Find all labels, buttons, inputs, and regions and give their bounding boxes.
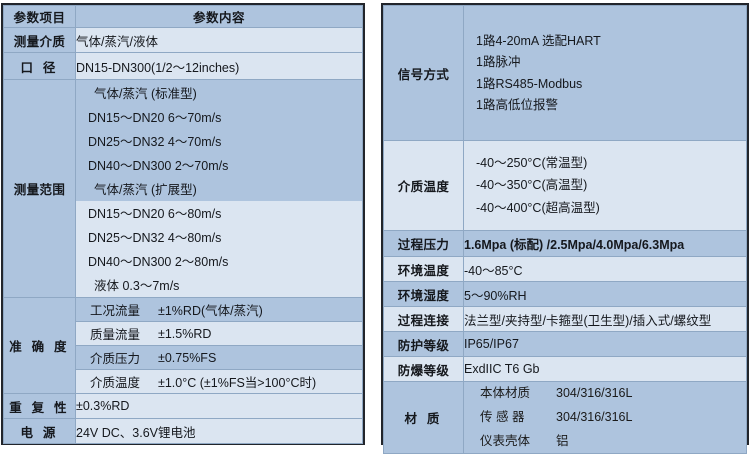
- table-row-protection-grade: 防护等级 IP65/IP67: [383, 331, 747, 357]
- accuracy-sub-row: 介质温度 ±1.0°C (±1%FS当>100°C时): [76, 370, 362, 393]
- row-label-repeatability: 重 复 性: [3, 393, 76, 419]
- range-line: DN15～DN20 6～70m/s: [76, 104, 362, 129]
- material-item-value: 304/316/316L: [556, 386, 633, 400]
- row-value-medium-temp: -40～250°C(常温型) -40～350°C(高温型) -40～400°C(超高…: [463, 140, 747, 231]
- row-value-repeatability: ±0.3%RD: [75, 393, 363, 419]
- row-label-ambient-humidity: 环境湿度: [383, 281, 464, 307]
- material-item-label: 传 感 器: [480, 409, 525, 424]
- material-row: 本体材质 304/316/316L: [464, 382, 746, 406]
- medium-temp-line-list: -40～250°C(常温型) -40～350°C(高温型) -40～400°C(超高…: [464, 141, 746, 230]
- row-value-ambient-temp: -40～85°C: [463, 256, 747, 282]
- table-row-range: 测量范围 气体/蒸汽 (标准型) DN15～DN20 6～70m/s DN25～DN…: [3, 79, 363, 298]
- right-spec-table: 信号方式 1路4-20mA 选配HART 1路脉冲 1路RS485-Modbus 1路…: [381, 3, 749, 454]
- table-row-accuracy: 准 确 度 工况流量 ±1%RD(气体/蒸汽) 质量流量 ±1.5%RD 介质压力 ±0.…: [3, 297, 363, 394]
- row-value-material: 本体材质 304/316/316L 传 感 器 304/316/316L 仪表壳体 铝: [463, 380, 747, 454]
- row-value-size: DN15-DN300(1/2～12inches): [75, 52, 363, 80]
- row-value-ambient-humidity: 5～90%RH: [463, 281, 747, 307]
- medium-temp-line: -40～400°C(超高温型): [476, 200, 600, 215]
- signal-line: 1路RS485-Modbus: [476, 76, 583, 91]
- material-item-label: 仪表壳体: [480, 433, 531, 448]
- range-line: 气体/蒸汽 (扩展型): [76, 176, 362, 201]
- range-line: DN25～DN32 4～70m/s: [76, 128, 362, 153]
- accuracy-item-label: 介质温度: [90, 376, 141, 390]
- row-label-power: 电 源: [3, 418, 76, 444]
- accuracy-sub-row: 介质压力 ±0.75%FS: [76, 346, 362, 370]
- row-label-size: 口 径: [3, 52, 76, 80]
- row-value-process-pressure: 1.6Mpa (标配) /2.5Mpa/4.0Mpa/6.3Mpa: [463, 230, 747, 257]
- table-row-repeatability: 重 复 性 ±0.3%RD: [3, 393, 363, 419]
- range-line: DN25～DN32 4～80m/s: [76, 224, 362, 249]
- range-line: DN15～DN20 6～80m/s: [76, 200, 362, 225]
- table-row-explosion-grade: 防爆等级 ExdIIC T6 Gb: [383, 356, 747, 382]
- row-label-process-pressure: 过程压力: [383, 230, 464, 257]
- row-value-explosion-grade: ExdIIC T6 Gb: [463, 356, 747, 382]
- row-label-medium: 测量介质: [3, 27, 76, 53]
- row-value-protection-grade: IP65/IP67: [463, 331, 747, 357]
- table-row-ambient-temp: 环境温度 -40～85°C: [383, 256, 747, 282]
- accuracy-item-value: ±1.0°C (±1%FS当>100°C时): [158, 376, 317, 390]
- accuracy-item-value: ±1.5%RD: [158, 326, 212, 341]
- accuracy-item-label: 介质压力: [90, 352, 141, 366]
- row-value-process-connection: 法兰型/夹持型/卡箍型(卫生型)/插入式/螺纹型: [463, 306, 747, 332]
- table-row-medium: 测量介质 气体/蒸汽/液体: [3, 27, 363, 53]
- row-value-range: 气体/蒸汽 (标准型) DN15～DN20 6～70m/s DN25～DN32 4～…: [75, 79, 363, 298]
- row-label-range: 测量范围: [3, 79, 76, 298]
- row-value-accuracy: 工况流量 ±1%RD(气体/蒸汽) 质量流量 ±1.5%RD 介质压力 ±0.75%FS 介…: [75, 297, 363, 394]
- left-table-grid: 参数项目 参数内容 测量介质 气体/蒸汽/液体 口 径 DN15-DN300(1…: [3, 5, 363, 444]
- material-item-value: 铝: [556, 433, 569, 448]
- row-label-ambient-temp: 环境温度: [383, 256, 464, 282]
- signal-line-list: 1路4-20mA 选配HART 1路脉冲 1路RS485-Modbus 1路高低位报警: [464, 6, 746, 140]
- table-row-size: 口 径 DN15-DN300(1/2～12inches): [3, 52, 363, 80]
- material-row: 仪表壳体 铝: [464, 430, 746, 454]
- accuracy-item-value: ±1%RD(气体/蒸汽): [158, 304, 263, 318]
- right-table-grid: 信号方式 1路4-20mA 选配HART 1路脉冲 1路RS485-Modbus 1路…: [383, 5, 747, 454]
- accuracy-sub-row: 工况流量 ±1%RD(气体/蒸汽): [76, 298, 362, 322]
- row-value-power: 24V DC、3.6V锂电池: [75, 418, 363, 444]
- medium-temp-line: -40～250°C(常温型): [476, 155, 588, 170]
- row-label-signal: 信号方式: [383, 5, 464, 141]
- table-row-power: 电 源 24V DC、3.6V锂电池: [3, 418, 363, 444]
- row-label-process-connection: 过程连接: [383, 306, 464, 332]
- table-row-header: 参数项目 参数内容: [3, 5, 363, 28]
- range-line: DN40～DN300 2～80m/s: [76, 248, 362, 273]
- range-line: 液体 0.3～7m/s: [76, 272, 362, 297]
- header-param-item: 参数项目: [3, 5, 76, 28]
- row-label-medium-temp: 介质温度: [383, 140, 464, 231]
- table-row-material: 材 质 本体材质 304/316/316L 传 感 器 304/316/316L 仪表壳…: [383, 380, 747, 454]
- medium-temp-line: -40～350°C(高温型): [476, 178, 588, 193]
- signal-line: 1路高低位报警: [476, 98, 558, 112]
- material-item-value: 304/316/316L: [556, 409, 633, 424]
- signal-line: 1路4-20mA 选配HART: [476, 33, 601, 48]
- row-label-accuracy: 准 确 度: [3, 297, 76, 394]
- material-row: 传 感 器 304/316/316L: [464, 406, 746, 430]
- header-param-content: 参数内容: [75, 5, 363, 28]
- accuracy-item-value: ±0.75%FS: [158, 350, 217, 365]
- row-value-medium: 气体/蒸汽/液体: [75, 27, 363, 53]
- material-row-list: 本体材质 304/316/316L 传 感 器 304/316/316L 仪表壳体 铝: [464, 382, 746, 453]
- material-item-label: 本体材质: [480, 386, 531, 400]
- accuracy-item-label: 工况流量: [90, 304, 141, 318]
- row-value-signal: 1路4-20mA 选配HART 1路脉冲 1路RS485-Modbus 1路高低位报警: [463, 5, 747, 141]
- left-spec-table: 参数项目 参数内容 测量介质 气体/蒸汽/液体 口 径 DN15-DN300(1…: [1, 3, 365, 445]
- accuracy-item-label: 质量流量: [90, 328, 141, 342]
- row-label-material: 材 质: [383, 380, 464, 454]
- table-row-process-pressure: 过程压力 1.6Mpa (标配) /2.5Mpa/4.0Mpa/6.3Mpa: [383, 230, 747, 257]
- row-label-explosion-grade: 防爆等级: [383, 356, 464, 382]
- range-line: 气体/蒸汽 (标准型): [76, 80, 362, 105]
- accuracy-sub-row-list: 工况流量 ±1%RD(气体/蒸汽) 质量流量 ±1.5%RD 介质压力 ±0.75%FS 介…: [76, 298, 362, 393]
- range-line-list: 气体/蒸汽 (标准型) DN15～DN20 6～70m/s DN25～DN32 4～…: [76, 80, 362, 297]
- table-row-process-connection: 过程连接 法兰型/夹持型/卡箍型(卫生型)/插入式/螺纹型: [383, 306, 747, 332]
- signal-line: 1路脉冲: [476, 55, 521, 69]
- table-row-medium-temp: 介质温度 -40～250°C(常温型) -40～350°C(高温型) -40～400…: [383, 140, 747, 231]
- row-label-protection-grade: 防护等级: [383, 331, 464, 357]
- range-line: DN40～DN300 2～70m/s: [76, 152, 362, 177]
- table-row-signal: 信号方式 1路4-20mA 选配HART 1路脉冲 1路RS485-Modbus 1路…: [383, 5, 747, 141]
- table-row-ambient-humidity: 环境湿度 5～90%RH: [383, 281, 747, 307]
- accuracy-sub-row: 质量流量 ±1.5%RD: [76, 322, 362, 346]
